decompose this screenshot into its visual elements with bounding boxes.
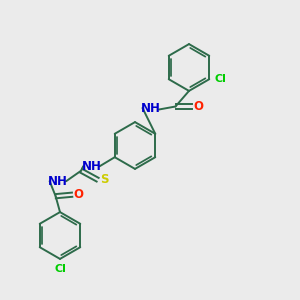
Text: O: O [194,100,204,113]
Text: Cl: Cl [54,264,66,274]
Text: NH: NH [81,160,101,173]
Text: NH: NH [48,175,68,188]
Text: S: S [100,173,109,186]
Text: NH: NH [141,101,160,115]
Text: Cl: Cl [215,74,226,84]
Text: O: O [74,188,84,201]
